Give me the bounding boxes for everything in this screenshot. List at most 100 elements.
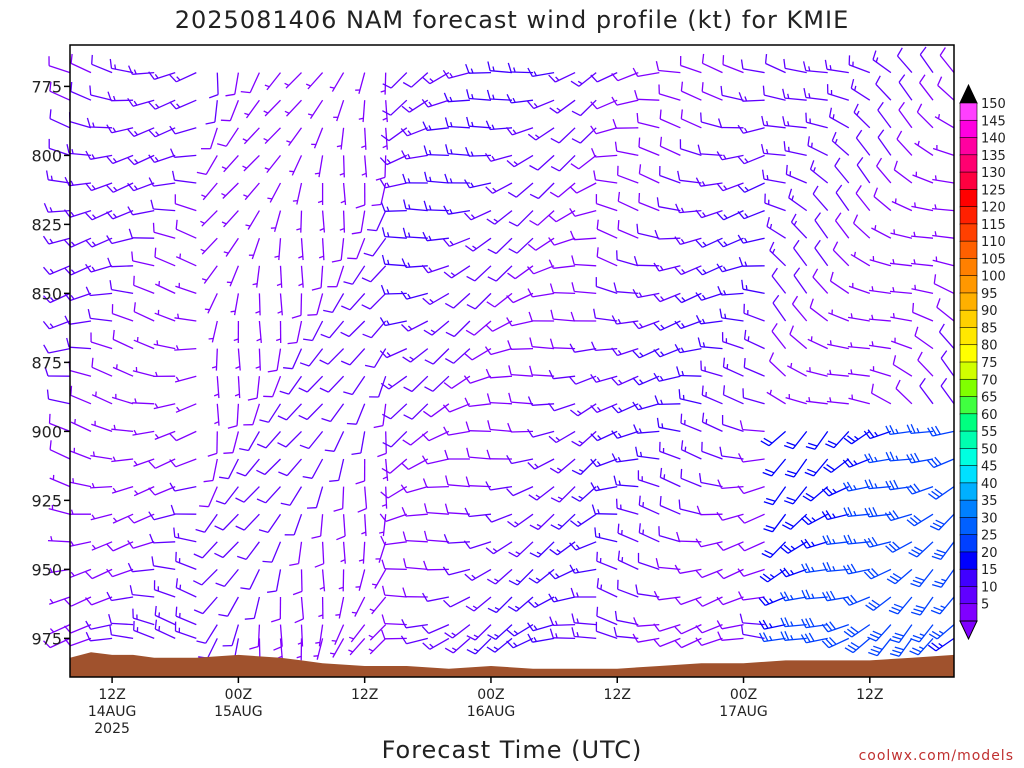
wind-barb	[590, 72, 618, 83]
colorbar-bottom-arrow	[959, 620, 978, 641]
wind-barb	[591, 504, 618, 515]
wind-barb	[659, 441, 681, 460]
wind-barb	[423, 145, 449, 157]
wind-barb	[527, 265, 555, 275]
wind-barb	[151, 556, 176, 571]
wind-barb	[235, 348, 241, 371]
wind-barb	[911, 284, 934, 295]
wind-barb	[311, 127, 324, 149]
wind-barb	[549, 616, 576, 627]
wind-barb	[570, 72, 597, 87]
wind-barb	[375, 541, 387, 563]
wind-barb	[196, 624, 218, 644]
colorbar-label: 55	[981, 425, 998, 440]
wind-barb	[70, 419, 92, 432]
wind-barb	[864, 479, 891, 490]
wind-barb	[738, 591, 765, 601]
wind-barb	[829, 271, 850, 294]
wind-barb	[106, 154, 134, 165]
colorbar-label: 25	[981, 529, 998, 544]
wind-barb	[906, 513, 934, 527]
wind-barb	[111, 485, 134, 494]
colorbar-label: 35	[981, 494, 998, 509]
wind-barb	[421, 430, 450, 442]
wind-barb	[193, 568, 218, 586]
colorbar-swatch	[959, 448, 978, 467]
wind-barb	[508, 237, 534, 254]
wind-barb	[611, 453, 639, 463]
wind-barb	[379, 317, 407, 327]
wind-barb	[806, 367, 828, 377]
wind-barb	[826, 84, 849, 101]
colorbar-label: 30	[981, 511, 998, 526]
wind-barb	[614, 610, 639, 626]
wind-barb	[90, 513, 113, 521]
wind-barb	[133, 620, 155, 640]
wind-barb	[782, 116, 807, 129]
wind-barb	[717, 631, 744, 641]
wind-barb	[761, 169, 786, 184]
wind-barb	[655, 61, 681, 74]
wind-barb	[593, 170, 618, 184]
wind-barb	[87, 308, 113, 322]
wind-barb	[424, 375, 450, 392]
wind-barb	[636, 223, 660, 239]
wind-barb	[66, 144, 92, 157]
wind-barb	[801, 563, 828, 574]
wind-barb	[236, 458, 260, 477]
wind-barb	[175, 403, 197, 413]
wind-barb	[487, 265, 513, 282]
wind-barb	[422, 231, 449, 242]
wind-barb	[286, 127, 303, 146]
wind-barb	[910, 568, 934, 588]
wind-barb	[169, 482, 197, 492]
wind-barb	[527, 396, 555, 406]
wind-barb	[674, 236, 702, 246]
wind-barb	[766, 217, 786, 239]
wind-barb	[632, 375, 660, 386]
wind-barb	[423, 320, 450, 336]
colorbar-swatch	[959, 534, 978, 553]
wind-barb	[571, 430, 597, 447]
wind-barb	[848, 282, 871, 295]
wind-barb	[402, 430, 429, 446]
colorbar-swatch	[959, 551, 978, 570]
wind-barb	[876, 157, 892, 184]
wind-barb	[153, 403, 176, 410]
wind-barb	[940, 350, 955, 377]
wind-barb	[284, 99, 302, 117]
wind-barb	[127, 182, 155, 192]
wind-barb	[867, 624, 892, 642]
wind-barb	[549, 283, 576, 295]
wind-barb	[679, 55, 702, 74]
wind-barb	[896, 47, 913, 74]
wind-barb	[270, 210, 282, 232]
wind-barb	[550, 309, 576, 322]
colorbar-swatch	[959, 309, 978, 329]
wind-barb	[613, 475, 639, 488]
wind-barb	[780, 617, 807, 628]
wind-barb	[864, 453, 892, 464]
wind-barb	[443, 265, 471, 279]
wind-barb	[46, 389, 71, 405]
colorbar-swatch	[959, 275, 978, 294]
wind-barb	[678, 389, 702, 405]
wind-barb	[842, 458, 871, 468]
wind-barb	[766, 389, 786, 405]
wind-barb	[786, 362, 808, 377]
wind-barb	[910, 624, 934, 643]
wind-barb	[303, 320, 324, 342]
wind-barb	[507, 182, 534, 198]
wind-barb	[590, 458, 618, 468]
wind-barb	[679, 139, 702, 157]
wind-barb	[423, 200, 449, 212]
wind-barb	[382, 100, 388, 123]
wind-barb	[264, 72, 282, 91]
wind-barb	[832, 241, 850, 267]
wind-barb	[656, 417, 681, 433]
wind-barb	[802, 486, 829, 502]
colorbar-swatch	[959, 137, 978, 156]
wind-barb	[49, 81, 71, 101]
y-tick-label: 800	[31, 146, 62, 165]
wind-barb	[466, 637, 492, 655]
